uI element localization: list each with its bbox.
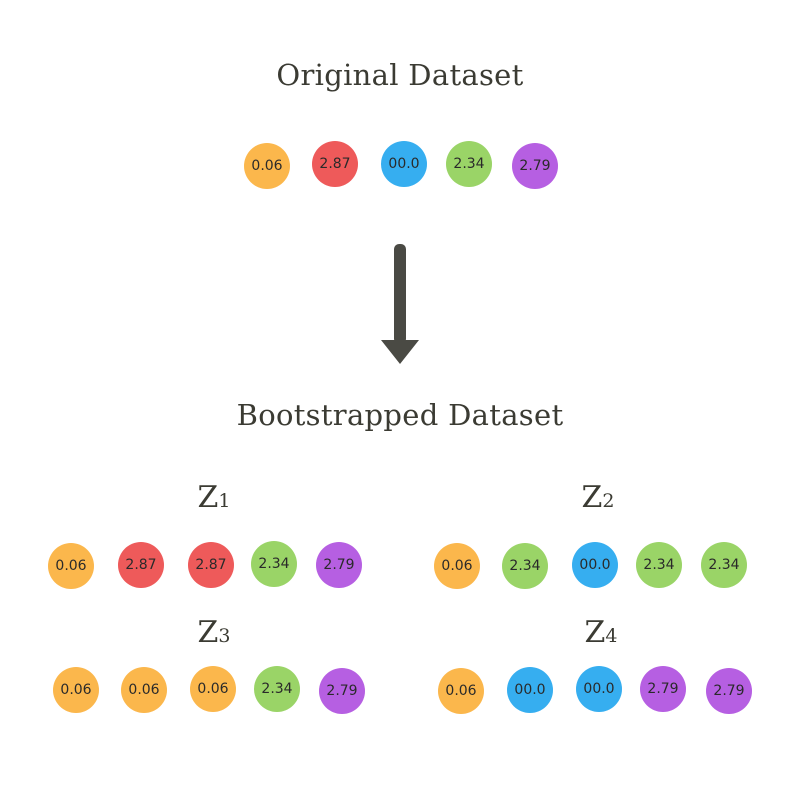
z2-value-1: 0.06 (434, 543, 480, 589)
z2-subscript: 2 (602, 490, 615, 512)
z2-label: Z2 (558, 480, 638, 515)
z2-letter: Z (581, 480, 603, 515)
down-arrow-icon (381, 244, 419, 364)
original-value-3: 00.0 (381, 141, 427, 187)
original-value-1: 0.06 (244, 143, 290, 189)
z3-label: Z3 (174, 615, 254, 650)
z2-value-2: 2.34 (502, 543, 548, 589)
z4-value-2: 00.0 (507, 667, 553, 713)
z4-value-1: 0.06 (438, 668, 484, 714)
z4-value-5: 2.79 (706, 668, 752, 714)
z1-value-2: 2.87 (118, 542, 164, 588)
z1-value-1: 0.06 (48, 543, 94, 589)
z1-subscript: 1 (218, 490, 231, 512)
original-value-2: 2.87 (312, 141, 358, 187)
z3-value-4: 2.34 (254, 666, 300, 712)
z3-letter: Z (197, 615, 219, 650)
original-value-5: 2.79 (512, 143, 558, 189)
original-value-4: 2.34 (446, 141, 492, 187)
z1-letter: Z (197, 480, 219, 515)
z3-value-2: 0.06 (121, 667, 167, 713)
bootstrapped-dataset-title: Bootstrapped Dataset (236, 398, 564, 432)
z2-value-4: 2.34 (636, 542, 682, 588)
z3-value-5: 2.79 (319, 668, 365, 714)
z1-label: Z1 (174, 480, 254, 515)
z1-value-3: 2.87 (188, 542, 234, 588)
original-dataset-title: Original Dataset (276, 58, 524, 92)
z2-value-3: 00.0 (572, 542, 618, 588)
z1-value-4: 2.34 (251, 541, 297, 587)
z2-value-5: 2.34 (701, 542, 747, 588)
z4-value-3: 00.0 (576, 666, 622, 712)
z4-label: Z4 (561, 615, 641, 650)
z4-letter: Z (584, 615, 606, 650)
z1-value-5: 2.79 (316, 542, 362, 588)
z4-value-4: 2.79 (640, 666, 686, 712)
z3-value-3: 0.06 (190, 666, 236, 712)
z3-value-1: 0.06 (53, 667, 99, 713)
z4-subscript: 4 (605, 625, 618, 647)
z3-subscript: 3 (218, 625, 231, 647)
